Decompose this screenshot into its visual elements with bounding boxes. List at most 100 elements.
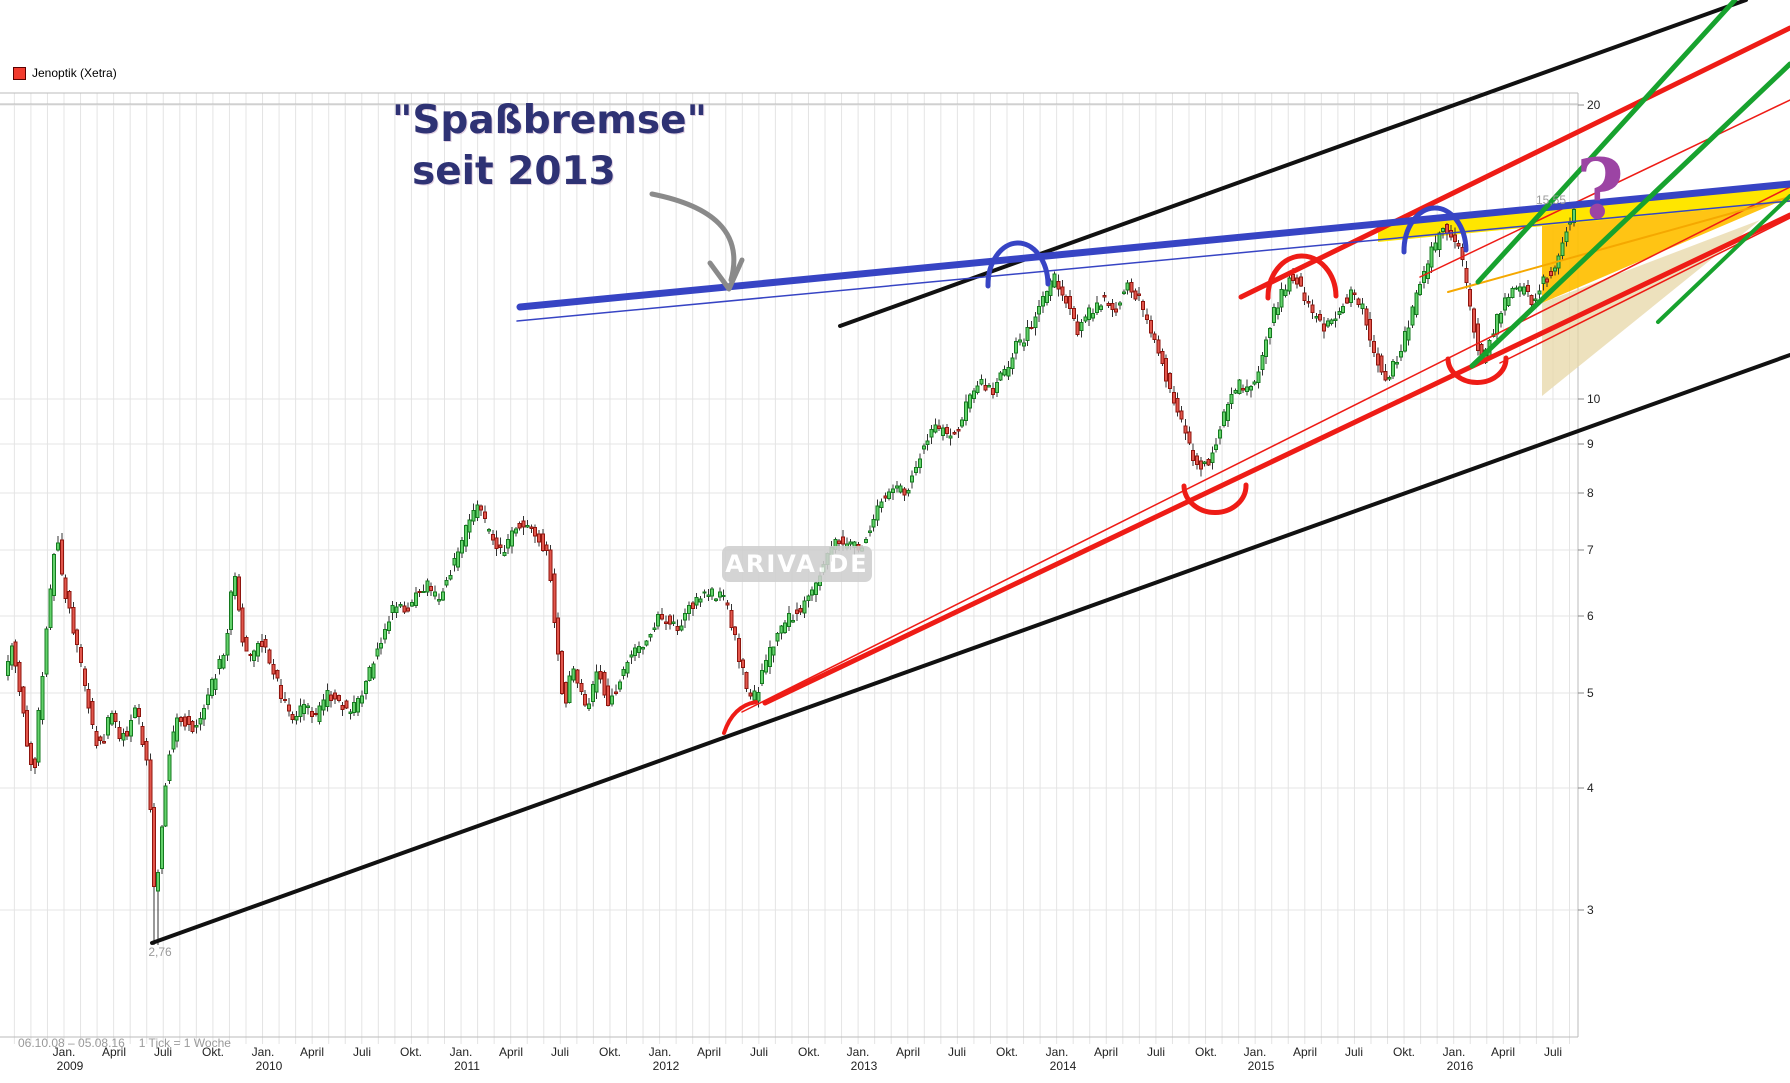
- candle-up: [1314, 316, 1319, 319]
- x-axis-month-label: April: [499, 1045, 523, 1059]
- candle-up: [1533, 298, 1538, 302]
- candle-up: [887, 491, 892, 499]
- candle-up: [363, 681, 368, 694]
- candle-down: [179, 717, 184, 722]
- candle-up: [698, 598, 703, 603]
- candle-down: [540, 533, 545, 552]
- candle-up: [1025, 326, 1030, 341]
- candle-up: [1499, 312, 1503, 324]
- candle-up: [256, 643, 260, 657]
- candle-up: [906, 490, 911, 494]
- candle-up: [129, 719, 134, 737]
- candle-down: [1468, 289, 1473, 307]
- candle-down: [75, 629, 80, 646]
- candle-up: [1537, 290, 1542, 295]
- candle-up: [1425, 263, 1430, 280]
- x-axis-year-label: 2016: [1447, 1059, 1474, 1073]
- candle-down: [548, 549, 553, 582]
- candle-down: [1195, 455, 1199, 466]
- x-axis-month-label: April: [1094, 1045, 1118, 1059]
- candle-up: [171, 731, 176, 750]
- candle-up: [1398, 350, 1403, 358]
- candle-down: [1060, 286, 1065, 296]
- candle-up: [898, 485, 903, 493]
- candle-up: [502, 552, 507, 556]
- candle-up: [656, 613, 661, 627]
- candle-up: [217, 658, 222, 670]
- candle-up: [910, 475, 915, 483]
- candle-up: [1406, 327, 1411, 341]
- red-start-hook: [722, 700, 758, 735]
- candle-down: [529, 526, 534, 529]
- x-axis-month-label: April: [102, 1045, 126, 1059]
- candle-up: [221, 654, 226, 669]
- candle-up: [1218, 429, 1223, 439]
- candle-down: [271, 664, 276, 675]
- candle-up: [460, 540, 464, 554]
- candle-up: [1506, 296, 1511, 306]
- y-axis-label: 4: [1587, 781, 1594, 795]
- legend[interactable]: Jenoptik (Xetra): [13, 66, 117, 80]
- candle-down: [1171, 391, 1176, 404]
- candle-down: [17, 662, 22, 693]
- candle-up: [933, 424, 938, 433]
- candle-up: [979, 379, 984, 385]
- candle-up: [756, 692, 761, 702]
- candle-down: [136, 708, 141, 718]
- candle-up: [375, 648, 380, 657]
- candle-up: [475, 504, 480, 518]
- chart-footer: 06.10.08 – 05.08.16 1 Tick = 1 Woche: [18, 1036, 231, 1050]
- candle-up: [317, 705, 322, 723]
- candle-down: [1191, 449, 1196, 461]
- candle-down: [837, 540, 842, 544]
- candle-down: [1029, 326, 1034, 330]
- x-axis-month-label: Juli: [353, 1045, 371, 1059]
- candle-up: [448, 575, 453, 580]
- candle-up: [348, 711, 353, 714]
- candle-up: [198, 718, 203, 725]
- candle-down: [1525, 285, 1530, 293]
- candle-up: [929, 429, 934, 438]
- candle-down: [663, 621, 668, 625]
- candle-up: [1256, 371, 1261, 384]
- candle-up: [1021, 342, 1026, 347]
- candle-up: [894, 485, 899, 489]
- candle-up: [1248, 385, 1253, 391]
- candle-up: [1014, 341, 1019, 354]
- candle-down: [1298, 276, 1303, 287]
- candle-up: [1202, 461, 1207, 464]
- candle-down: [67, 591, 72, 609]
- candle-up: [40, 676, 45, 721]
- candle-up: [359, 695, 364, 704]
- candle-up: [163, 785, 168, 827]
- annotation-line-2: seit 2013: [412, 148, 616, 194]
- candle-down: [1183, 425, 1188, 434]
- candle-down: [429, 586, 434, 592]
- blue-top-arc-2: [1401, 205, 1469, 255]
- x-axis-month-label: Juli: [1345, 1045, 1363, 1059]
- x-axis-month-label: Jan.: [847, 1045, 870, 1059]
- candle-down: [1529, 295, 1534, 306]
- candle-up: [694, 596, 699, 606]
- x-axis-month-label: Okt.: [1195, 1045, 1217, 1059]
- band-fill-yellow: [1378, 186, 1790, 242]
- y-axis-label: 5: [1587, 686, 1594, 700]
- x-axis-month-label: April: [1293, 1045, 1317, 1059]
- candle-up: [52, 554, 57, 597]
- candle-up: [702, 591, 707, 594]
- candle-down: [236, 576, 241, 611]
- candle-down: [340, 705, 345, 711]
- x-axis-month-label: Juli: [750, 1045, 768, 1059]
- candle-up: [967, 394, 972, 409]
- candle-up: [621, 669, 626, 676]
- candle-down: [1179, 410, 1184, 420]
- candle-down: [613, 691, 618, 694]
- candle-up: [55, 542, 60, 551]
- candle-up: [1410, 306, 1415, 326]
- candle-up: [1271, 306, 1276, 323]
- candle-down: [1368, 318, 1373, 341]
- candle-up: [121, 732, 126, 741]
- x-axis-year-label: 2009: [57, 1059, 84, 1073]
- candle-down: [517, 522, 522, 529]
